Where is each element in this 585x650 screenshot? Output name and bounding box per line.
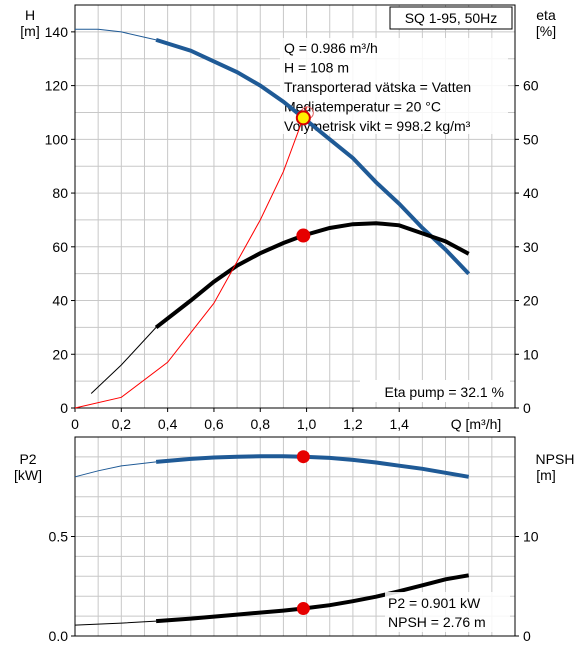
y-axis-unit-left: [m]: [20, 23, 39, 39]
y-tick-label-left: 60: [52, 239, 68, 255]
y-tick-label-left: 40: [52, 293, 68, 309]
y-tick-label-right: 10: [523, 346, 539, 362]
annotation-line: Q = 0.986 m³/h: [284, 40, 378, 56]
x-tick-label: 0: [71, 416, 79, 432]
y-tick-label-right: 60: [523, 78, 539, 94]
y-axis-unit-right: [%]: [536, 23, 556, 39]
eta-label-bg: [360, 380, 510, 402]
npsh-curve-thin: [74, 620, 157, 626]
npsh-point-marker: [296, 602, 310, 616]
annotation-bg: [280, 38, 508, 134]
x-tick-label: 0,8: [251, 416, 271, 432]
annotation-line: Volymetrisk vikt = 998.2 kg/m³: [284, 118, 471, 134]
npsh-axis-unit: [m]: [536, 467, 555, 483]
eta-point-marker: [296, 228, 311, 243]
y-axis-label-left: H: [25, 7, 35, 23]
x-tick-label: 0,4: [158, 416, 178, 432]
bottom-annotation-line: NPSH = 2.76 m: [388, 614, 486, 630]
chart-title: SQ 1-95, 50Hz: [405, 10, 498, 26]
npsh-tick-label: 10: [523, 529, 539, 545]
x-tick-label: 1,4: [389, 416, 409, 432]
qh-curve: [155, 37, 471, 276]
y-tick-label-left: 100: [45, 131, 69, 147]
bottom-annotation-line: P2 = 0.901 kW: [388, 595, 481, 611]
y-tick-label-right: 50: [523, 131, 539, 147]
y-axis-label-right: eta: [536, 7, 556, 23]
p2-tick-label: 0.5: [49, 529, 69, 545]
y-tick-label-right: 20: [523, 293, 539, 309]
y-tick-label-left: 140: [45, 24, 69, 40]
p2-point-marker: [296, 450, 310, 464]
y-tick-label-right: 0: [523, 400, 531, 416]
eta-curve: [154, 221, 470, 329]
y-tick-label-left: 120: [45, 78, 69, 94]
p2-tick-label: 0.0: [49, 628, 69, 644]
eta-curve-thin: [90, 327, 157, 394]
x-tick-label: 0,6: [204, 416, 224, 432]
eta-pump-label: Eta pump = 32.1 %: [385, 384, 504, 400]
y-tick-label-left: 20: [52, 346, 68, 362]
annotation-line: Transporterad vätska = Vatten: [284, 79, 471, 95]
qh-curve-thin: [75, 28, 157, 41]
y-tick-label-left: 80: [52, 185, 68, 201]
annotation-line: H = 108 m: [284, 60, 349, 76]
title-box: [389, 6, 513, 30]
top-plot-frame: [74, 4, 516, 409]
p2-curve-thin: [74, 461, 157, 478]
x-tick-label: 0,2: [112, 416, 132, 432]
y-tick-label-right: 40: [523, 185, 539, 201]
system-curve: [74, 106, 308, 409]
p2-curve: [155, 454, 470, 479]
p2-axis-label: P2: [19, 451, 36, 467]
y-tick-label-right: 30: [523, 239, 539, 255]
x-axis-label: Q [m³/h]: [451, 416, 502, 432]
x-tick-label: 1,0: [297, 416, 317, 432]
npsh-curve: [155, 573, 470, 624]
x-tick-label: 1,2: [343, 416, 363, 432]
p2-axis-unit: [kW]: [14, 467, 42, 483]
npsh-tick-label: 0: [523, 628, 531, 644]
duty-point-marker: [295, 110, 311, 126]
npsh-axis-label: NPSH: [536, 451, 575, 467]
bottom-annotation-bg: [385, 592, 510, 632]
annotation-line: Mediatemperatur = 20 °C: [284, 99, 441, 115]
y-tick-label-left: 0: [60, 400, 68, 416]
